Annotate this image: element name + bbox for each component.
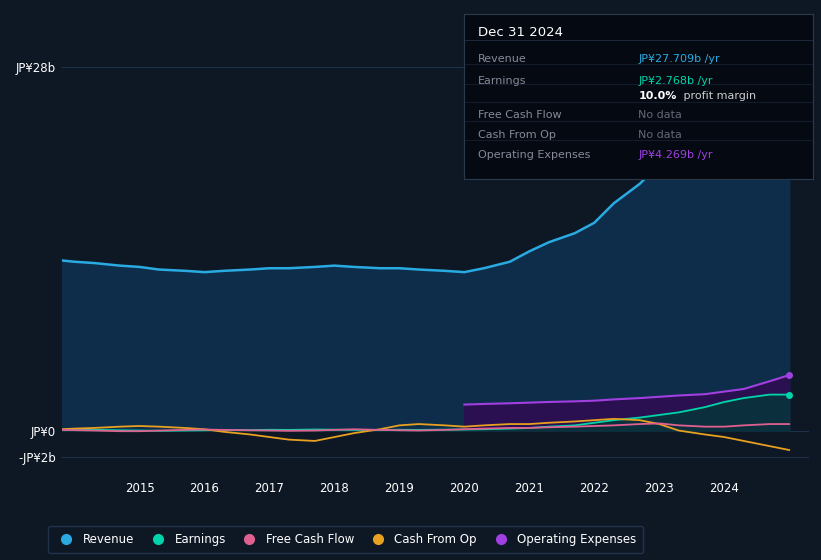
Text: Cash From Op: Cash From Op bbox=[478, 130, 556, 139]
Text: JP¥4.269b /yr: JP¥4.269b /yr bbox=[639, 150, 713, 160]
Text: Revenue: Revenue bbox=[478, 54, 526, 64]
Legend: Revenue, Earnings, Free Cash Flow, Cash From Op, Operating Expenses: Revenue, Earnings, Free Cash Flow, Cash … bbox=[48, 526, 644, 553]
Text: profit margin: profit margin bbox=[680, 91, 756, 101]
Text: No data: No data bbox=[639, 130, 682, 139]
Text: No data: No data bbox=[639, 110, 682, 120]
Text: Free Cash Flow: Free Cash Flow bbox=[478, 110, 562, 120]
Text: Operating Expenses: Operating Expenses bbox=[478, 150, 590, 160]
Text: Dec 31 2024: Dec 31 2024 bbox=[478, 26, 563, 39]
Text: JP¥2.768b /yr: JP¥2.768b /yr bbox=[639, 76, 713, 86]
Text: JP¥27.709b /yr: JP¥27.709b /yr bbox=[639, 54, 720, 64]
Text: 10.0%: 10.0% bbox=[639, 91, 677, 101]
Text: Earnings: Earnings bbox=[478, 76, 526, 86]
